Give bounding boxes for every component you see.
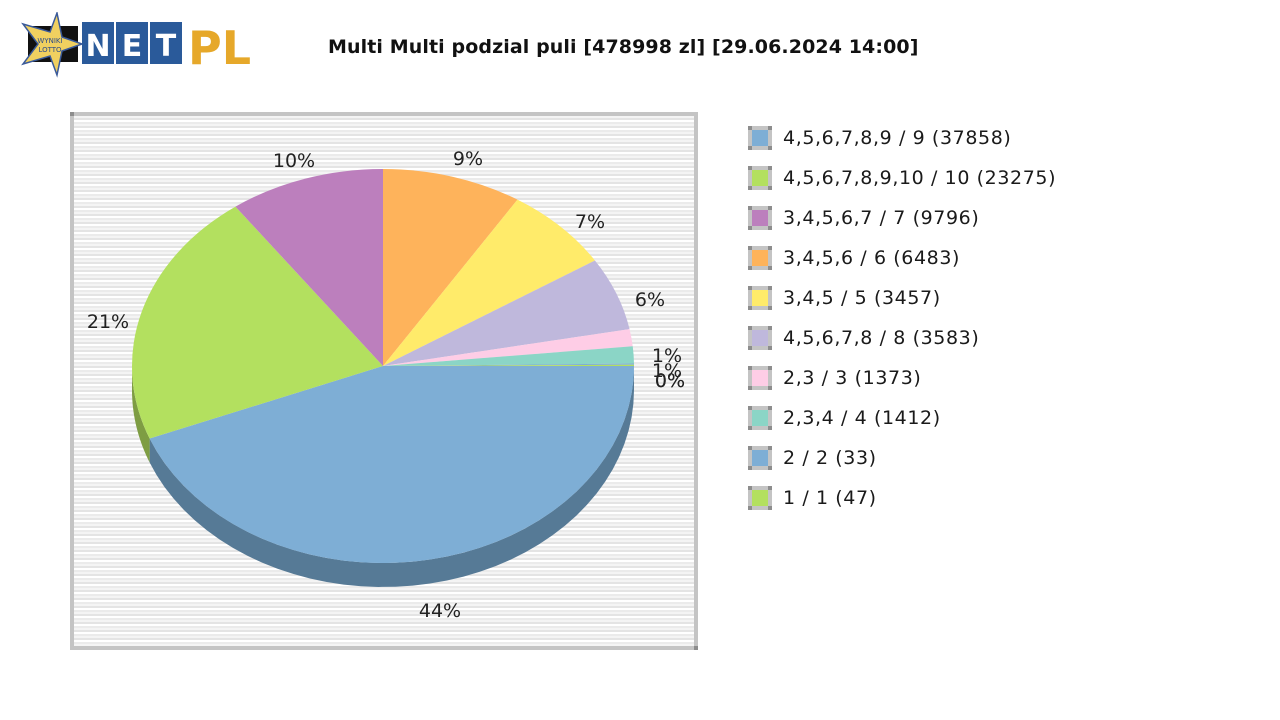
pie-percent-label: 1% — [652, 345, 682, 367]
pie-percent-label: 6% — [635, 289, 665, 311]
legend-label: 1 / 1 (47) — [783, 487, 877, 509]
legend-item: 2,3,4 / 4 (1412) — [748, 402, 941, 434]
legend-swatch — [748, 206, 772, 230]
legend-swatch — [748, 446, 772, 470]
legend-label: 2,3,4 / 4 (1412) — [783, 407, 941, 429]
legend-label: 3,4,5,6 / 6 (6483) — [783, 247, 961, 269]
legend-item: 3,4,5,6,7 / 7 (9796) — [748, 202, 979, 234]
legend-swatch — [748, 286, 772, 310]
pie-labels: 44%21%10% 9%7%6%1%1%0%0% — [87, 148, 685, 622]
legend-swatch — [748, 366, 772, 390]
svg-text:WYNIKI: WYNIKI — [37, 37, 62, 45]
legend-label: 4,5,6,7,8 / 8 (3583) — [783, 327, 980, 349]
pie-slice[interactable] — [383, 329, 633, 366]
legend-item: 4,5,6,7,8,9,10 / 10 (23275) — [748, 162, 1056, 194]
legend-item: 3,4,5,6 / 6 (6483) — [748, 242, 960, 274]
legend-item: 1 / 1 (47) — [748, 482, 877, 514]
svg-text:LOTTO: LOTTO — [38, 46, 62, 54]
legend-swatch — [748, 166, 772, 190]
legend-item: 2 / 2 (33) — [748, 442, 877, 474]
pie-percent-label: 44% — [419, 600, 461, 622]
legend-item: 2,3 / 3 (1373) — [748, 362, 921, 394]
legend-label: 4,5,6,7,8,9 / 9 (37858) — [783, 127, 1012, 149]
pie-slice[interactable] — [383, 363, 634, 366]
legend-swatch — [748, 486, 772, 510]
pie-percent-label: 0% — [655, 370, 685, 392]
svg-text:T: T — [156, 29, 177, 64]
chart-title: Multi Multi podzial puli [478998 zl] [29… — [328, 36, 919, 58]
netpl-logo[interactable]: WYNIKI LOTTO N E T PL — [20, 12, 265, 78]
pie-percent-label: 21% — [87, 311, 129, 333]
legend-item: 3,4,5 / 5 (3457) — [748, 282, 941, 314]
legend-swatch — [748, 246, 772, 270]
legend-item: 4,5,6,7,8,9 / 9 (37858) — [748, 122, 1011, 154]
pie-slice[interactable] — [383, 364, 635, 366]
net-tiles: N E T — [82, 22, 182, 64]
svg-text:N: N — [85, 29, 110, 64]
pie-percent-label: 7% — [575, 211, 605, 233]
pie-chart-plot: 44%21%10% 9%7%6%1%1%0%0% — [70, 112, 698, 650]
pie-slice[interactable] — [383, 346, 634, 366]
legend-item: 4,5,6,7,8 / 8 (3583) — [748, 322, 979, 354]
legend-swatch — [748, 326, 772, 350]
pie-depth — [132, 366, 634, 587]
legend-label: 2 / 2 (33) — [783, 447, 877, 469]
star-icon: WYNIKI LOTTO — [21, 12, 85, 78]
legend-label: 3,4,5 / 5 (3457) — [783, 287, 941, 309]
legend-swatch — [748, 406, 772, 430]
pie-percent-label: 0% — [655, 370, 685, 392]
legend-label: 3,4,5,6,7 / 7 (9796) — [783, 207, 980, 229]
pie-slices — [132, 169, 635, 563]
legend-label: 4,5,6,7,8,9,10 / 10 (23275) — [783, 167, 1057, 189]
pie-slice[interactable] — [235, 169, 383, 366]
logo-suffix: PL — [188, 21, 251, 75]
pie-slice[interactable] — [149, 366, 634, 563]
pie-slice[interactable] — [383, 199, 595, 366]
pie-percent-label: 10% — [273, 150, 315, 172]
svg-text:E: E — [122, 29, 143, 64]
pie-percent-label: 9% — [453, 148, 483, 170]
pie-slice[interactable] — [132, 206, 383, 439]
legend-label: 2,3 / 3 (1373) — [783, 367, 922, 389]
pie-percent-label: 1% — [652, 360, 682, 382]
pie-slice-side — [132, 366, 150, 463]
pie-slice[interactable] — [383, 169, 518, 366]
pie-slice[interactable] — [383, 260, 630, 366]
legend-swatch — [748, 126, 772, 150]
